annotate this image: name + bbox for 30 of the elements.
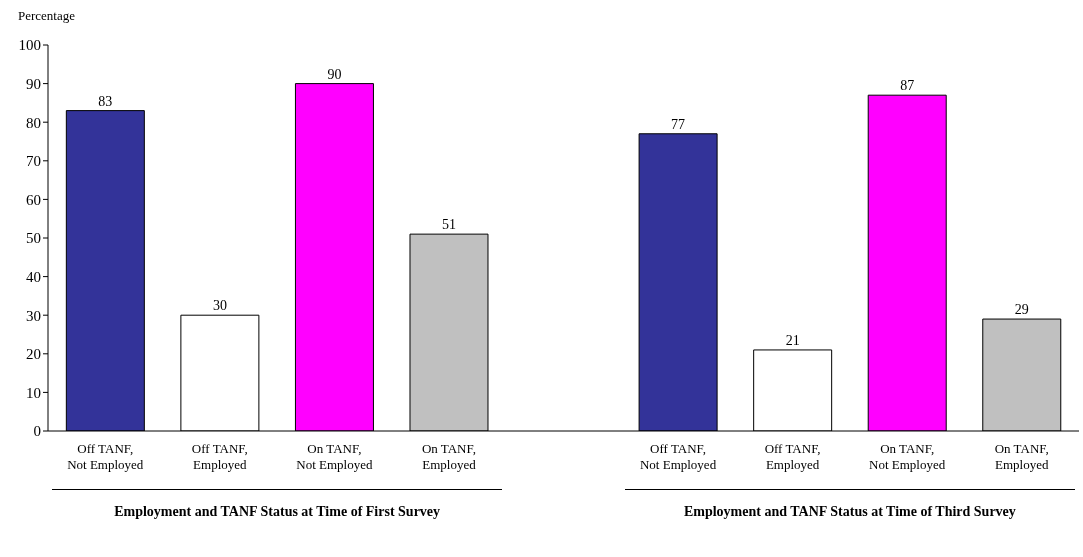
y-tick-label: 0 bbox=[33, 423, 41, 440]
x-tick-label: On TANF, Employed bbox=[994, 441, 1049, 472]
data-label: 83 bbox=[98, 93, 113, 109]
y-tick-label: 90 bbox=[26, 75, 41, 92]
y-tick-label: 60 bbox=[26, 191, 41, 208]
y-tick-label: 30 bbox=[26, 307, 41, 324]
y-tick-label: 80 bbox=[26, 114, 41, 131]
x-tick-label: On TANF, Not Employed bbox=[869, 441, 946, 472]
data-label: 21 bbox=[785, 332, 800, 348]
x-tick-label: On TANF, Not Employed bbox=[296, 441, 373, 472]
text: Employment and TANF Status at Time of First Survey bbox=[113, 503, 442, 520]
text: Employment and TANF Status at Time of Third Survey bbox=[682, 503, 1017, 520]
data-label: 77 bbox=[671, 116, 686, 132]
x-tick-label: Off TANF, Not Employed bbox=[67, 441, 144, 472]
x-tick-label: Off TANF, Employed bbox=[191, 441, 248, 472]
y-tick-label: 100 bbox=[18, 37, 41, 54]
y-tick-label: 70 bbox=[26, 153, 41, 170]
y-axis-title: Percentage bbox=[18, 8, 76, 24]
x-tick-label: On TANF, Employed bbox=[421, 441, 477, 472]
data-label: 90 bbox=[327, 66, 342, 82]
data-label: 30 bbox=[212, 298, 227, 314]
y-tick-label: 40 bbox=[26, 268, 41, 285]
y-tick-label: 10 bbox=[26, 384, 41, 401]
y-tick-label: 50 bbox=[26, 230, 41, 247]
x-tick-label: Off TANF, Employed bbox=[764, 441, 821, 472]
x-tick-label: Off TANF, Not Employed bbox=[639, 441, 717, 472]
y-tick-label: 20 bbox=[26, 346, 41, 363]
data-label: 29 bbox=[1014, 302, 1029, 318]
data-label: 87 bbox=[900, 78, 915, 94]
data-label: 51 bbox=[442, 217, 456, 233]
